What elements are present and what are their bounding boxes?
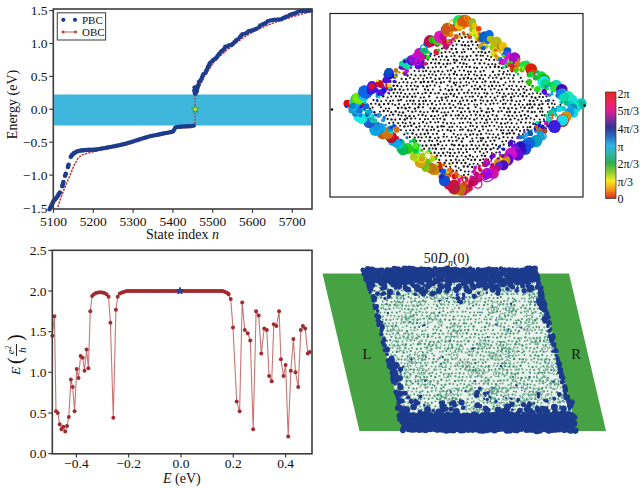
svg-text:0.0: 0.0 <box>173 456 190 471</box>
svg-text:−0.2: −0.2 <box>116 456 141 471</box>
svg-text:−0.4: −0.4 <box>64 456 89 471</box>
svg-text:0.0: 0.0 <box>31 102 48 117</box>
svg-text:0.5: 0.5 <box>30 406 47 421</box>
svg-text:(: ( <box>4 357 27 364</box>
svg-text:π: π <box>618 140 624 154</box>
svg-text:State index n: State index n <box>146 227 219 242</box>
svg-text:5300: 5300 <box>120 214 147 229</box>
svg-text:5700: 5700 <box>279 214 306 229</box>
svg-text:−0.5: −0.5 <box>23 135 48 150</box>
svg-text:h: h <box>17 347 28 352</box>
svg-text:0: 0 <box>618 192 624 206</box>
svg-text:2π/3: 2π/3 <box>618 157 639 171</box>
svg-text:1.5: 1.5 <box>31 3 48 18</box>
svg-text:2.0: 2.0 <box>30 284 47 299</box>
svg-text:E (eV): E (eV) <box>162 471 201 487</box>
svg-text:5200: 5200 <box>80 214 107 229</box>
svg-text:E: E <box>8 366 23 376</box>
svg-text:5600: 5600 <box>239 214 266 229</box>
svg-text:50Dn(0): 50Dn(0) <box>424 251 470 268</box>
svg-text:1.5: 1.5 <box>30 324 47 339</box>
svg-text:0.2: 0.2 <box>225 456 242 471</box>
svg-text:−1.0: −1.0 <box>23 168 48 183</box>
svg-text:π/3: π/3 <box>618 175 633 189</box>
svg-text:0.5: 0.5 <box>31 69 48 84</box>
svg-text:2π: 2π <box>618 87 630 101</box>
svg-text:0.0: 0.0 <box>30 446 47 461</box>
svg-text:1.0: 1.0 <box>31 36 48 51</box>
svg-text:5100: 5100 <box>40 214 67 229</box>
svg-text:R: R <box>571 346 581 362</box>
svg-text:4π/3: 4π/3 <box>618 122 639 136</box>
svg-text:5π/3: 5π/3 <box>618 104 639 118</box>
svg-text:Energy (eV): Energy (eV) <box>5 70 21 140</box>
svg-text:1.0: 1.0 <box>30 365 47 380</box>
svg-text:OBC: OBC <box>82 26 105 38</box>
svg-text:PBC: PBC <box>82 14 103 26</box>
svg-text:L: L <box>363 346 372 362</box>
svg-text:2.5: 2.5 <box>30 243 47 258</box>
svg-text:0.4: 0.4 <box>277 456 294 471</box>
svg-text:): ) <box>4 334 27 341</box>
